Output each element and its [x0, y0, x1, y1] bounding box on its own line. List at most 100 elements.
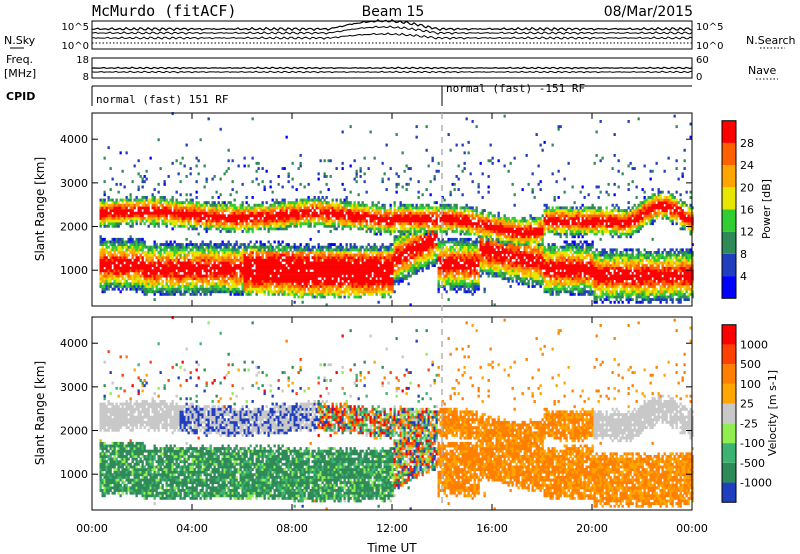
power-cell [301, 216, 304, 220]
power-cell [381, 227, 384, 231]
power-cell [373, 290, 376, 294]
power-cell [277, 264, 280, 267]
power-cell [447, 211, 450, 215]
power-cell [263, 248, 266, 252]
power-cell [111, 243, 114, 246]
power-cell [415, 258, 418, 262]
power-cell [341, 206, 344, 210]
power-cell [111, 248, 114, 252]
power-cell [173, 285, 176, 288]
power-cell [301, 248, 304, 252]
power-cell [381, 243, 384, 246]
power-cell [321, 277, 324, 281]
power-cell [349, 251, 352, 254]
power-cell [111, 253, 114, 257]
power-cell [151, 198, 154, 202]
power-cell [447, 279, 450, 283]
power-cell [285, 209, 288, 212]
power-cell [275, 285, 278, 288]
power-cell [323, 172, 326, 176]
power-cell [351, 266, 354, 270]
power-cell [451, 266, 454, 270]
power-cell [311, 214, 314, 218]
power-cell [279, 271, 282, 275]
power-cell [159, 211, 162, 215]
power-cell [307, 266, 310, 270]
power-cell [115, 182, 118, 186]
power-cell [343, 224, 346, 228]
power-cell [143, 209, 146, 212]
power-cell [157, 219, 160, 223]
power-cell [169, 214, 172, 218]
power-cell [257, 258, 260, 262]
power-cell [195, 211, 198, 215]
power-cell [219, 222, 222, 226]
power-cell [273, 227, 276, 231]
power-cell [203, 206, 206, 210]
power-cell [123, 198, 126, 202]
power-cell [151, 279, 154, 283]
power-cell [295, 222, 298, 226]
power-cell [171, 196, 174, 199]
power-cell [347, 266, 350, 270]
power-cell [313, 245, 316, 249]
power-cell [231, 248, 234, 252]
power-cell [171, 279, 174, 283]
power-cell [223, 290, 226, 294]
power-cell [349, 258, 352, 262]
power-cell [353, 224, 356, 228]
power-cell [289, 264, 292, 267]
power-cell [203, 277, 206, 281]
power-cell [435, 235, 438, 239]
power-cell [437, 209, 440, 212]
power-cell [379, 266, 382, 270]
power-cell [111, 274, 114, 278]
power-cell [325, 256, 328, 260]
power-cell [439, 271, 442, 275]
power-cell [163, 248, 166, 252]
power-cell [129, 201, 132, 205]
power-cell [261, 256, 264, 260]
power-cell [333, 203, 336, 207]
power-cell [141, 258, 144, 262]
power-cell [141, 245, 144, 249]
power-cell [449, 269, 452, 273]
power-cell [371, 253, 374, 257]
power-cell [231, 258, 234, 262]
power-cell [327, 269, 330, 273]
power-cell [351, 269, 354, 273]
power-cell [299, 264, 302, 267]
power-cell [433, 245, 436, 249]
power-cell [393, 279, 396, 283]
power-cell [195, 216, 198, 220]
power-cell [311, 256, 314, 260]
power-cell [451, 209, 454, 212]
power-cell [109, 258, 112, 262]
power-cell [285, 269, 288, 273]
power-cell [453, 188, 456, 191]
power-cell [141, 287, 144, 291]
power-cell [319, 201, 322, 205]
power-cell [351, 209, 354, 212]
power-cell [349, 248, 352, 252]
power-cell [251, 245, 254, 249]
power-cell [313, 264, 316, 267]
power-cell [323, 219, 326, 223]
power-cell [451, 216, 454, 220]
power-cell [293, 292, 296, 296]
power-cell [283, 279, 286, 283]
power-cell [453, 253, 456, 257]
power-cell [371, 227, 374, 231]
power-cell [127, 274, 130, 278]
power-cell [371, 264, 374, 267]
power-cell [401, 235, 404, 239]
power-cell [409, 303, 412, 307]
power-cell [377, 277, 380, 281]
power-cell [323, 287, 326, 291]
power-cell [415, 266, 418, 270]
power-cell [447, 203, 450, 207]
power-cell [299, 261, 302, 265]
power-cell [341, 216, 344, 220]
power-cell [453, 219, 456, 223]
power-cell [309, 266, 312, 270]
